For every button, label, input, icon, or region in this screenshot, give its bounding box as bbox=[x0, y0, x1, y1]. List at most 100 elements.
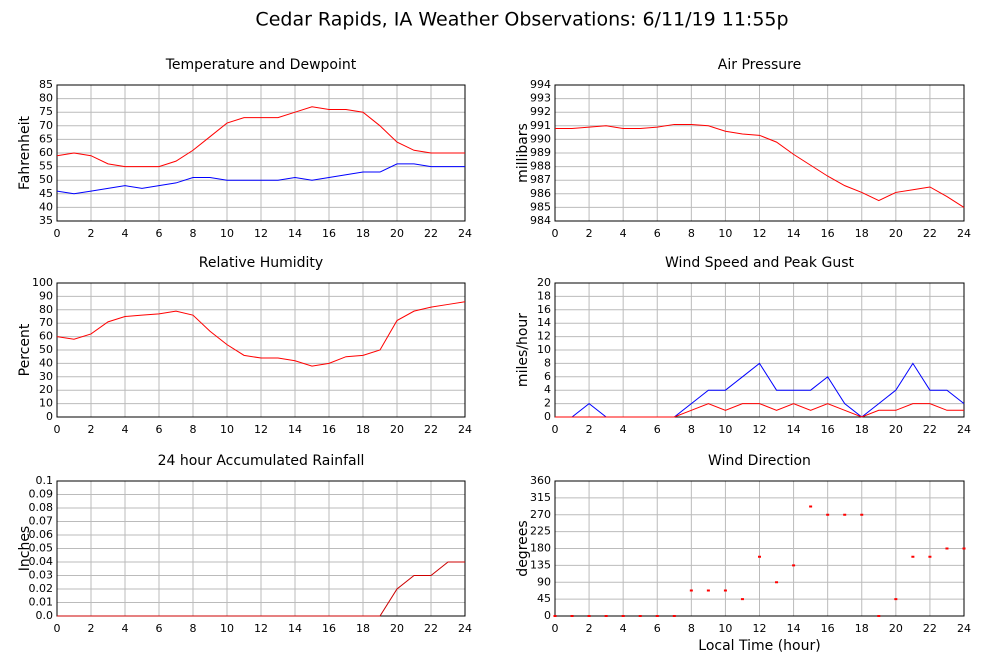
y-tick-label: 100 bbox=[32, 276, 53, 289]
y-tick-label: 0.08 bbox=[29, 501, 54, 514]
data-point bbox=[775, 581, 779, 584]
y-tick-label: 315 bbox=[530, 491, 551, 504]
x-tick-label: 8 bbox=[688, 622, 695, 635]
y-tick-label: 10 bbox=[39, 397, 53, 410]
y-axis-label: millibars bbox=[515, 123, 531, 183]
x-tick-label: 22 bbox=[424, 622, 438, 635]
x-tick-label: 8 bbox=[688, 423, 695, 436]
y-tick-label: 991 bbox=[530, 119, 551, 132]
subchart-title: Relative Humidity bbox=[199, 255, 323, 271]
x-tick-label: 14 bbox=[787, 622, 801, 635]
y-tick-label: 0.09 bbox=[29, 488, 54, 501]
plot-frame bbox=[554, 84, 965, 222]
y-tick-label: 0.01 bbox=[29, 596, 54, 609]
x-tick-label: 18 bbox=[855, 423, 869, 436]
data-point bbox=[758, 555, 761, 558]
y-tick-label: 986 bbox=[530, 187, 551, 200]
plot-frame bbox=[554, 282, 965, 418]
y-tick-label: 0.04 bbox=[29, 555, 54, 568]
data-point bbox=[638, 615, 642, 617]
y-tick-label: 45 bbox=[39, 187, 53, 200]
y-axis-label: Inches bbox=[17, 526, 33, 571]
x-tick-label: 22 bbox=[424, 423, 438, 436]
y-tick-label: 0.02 bbox=[29, 582, 54, 595]
x-tick-label: 16 bbox=[322, 622, 336, 635]
y-tick-label: 60 bbox=[39, 146, 53, 159]
data-point bbox=[945, 547, 949, 550]
y-tick-label: 60 bbox=[39, 330, 53, 343]
y-tick-label: 988 bbox=[530, 160, 551, 173]
y-tick-label: 50 bbox=[39, 343, 53, 356]
x-tick-label: 4 bbox=[620, 622, 627, 635]
y-tick-label: 70 bbox=[39, 316, 53, 329]
y-tick-label: 55 bbox=[39, 160, 53, 173]
y-tick-label: 12 bbox=[537, 330, 551, 343]
x-tick-label: 18 bbox=[356, 622, 370, 635]
x-tick-label: 12 bbox=[254, 622, 268, 635]
x-tick-label: 2 bbox=[88, 622, 95, 635]
x-tick-label: 12 bbox=[753, 423, 767, 436]
y-tick-label: 50 bbox=[39, 173, 53, 186]
x-tick-label: 24 bbox=[957, 622, 971, 635]
x-tick-label: 0 bbox=[552, 227, 559, 240]
x-tick-label: 6 bbox=[654, 423, 661, 436]
data-point bbox=[706, 589, 710, 592]
x-tick-label: 24 bbox=[957, 227, 971, 240]
x-tick-label: 18 bbox=[356, 423, 370, 436]
y-tick-label: 45 bbox=[537, 592, 551, 605]
data-point bbox=[570, 615, 574, 617]
y-tick-label: 20 bbox=[537, 276, 551, 289]
y-tick-label: 994 bbox=[530, 78, 551, 91]
y-tick-label: 40 bbox=[39, 356, 53, 369]
data-point bbox=[962, 547, 966, 550]
y-tick-label: 35 bbox=[39, 214, 53, 227]
data-point bbox=[877, 615, 881, 617]
x-tick-label: 8 bbox=[190, 227, 197, 240]
x-tick-label: 0 bbox=[54, 227, 61, 240]
x-tick-label: 24 bbox=[458, 227, 472, 240]
y-tick-label: 990 bbox=[530, 132, 551, 145]
y-tick-label: 80 bbox=[39, 92, 53, 105]
y-tick-label: 225 bbox=[530, 525, 551, 538]
x-tick-label: 0 bbox=[552, 423, 559, 436]
x-tick-label: 4 bbox=[122, 227, 129, 240]
x-tick-label: 2 bbox=[88, 227, 95, 240]
x-tick-label: 10 bbox=[718, 227, 732, 240]
x-tick-label: 20 bbox=[889, 423, 903, 436]
data-point bbox=[860, 513, 864, 516]
y-tick-label: 4 bbox=[544, 383, 551, 396]
x-axis-label: Local Time (hour) bbox=[698, 638, 820, 654]
x-tick-label: 16 bbox=[821, 622, 835, 635]
data-point bbox=[826, 513, 830, 516]
x-tick-label: 14 bbox=[288, 227, 302, 240]
x-tick-label: 24 bbox=[458, 423, 472, 436]
y-tick-label: 0.06 bbox=[29, 528, 54, 541]
data-line bbox=[555, 403, 964, 418]
y-tick-label: 70 bbox=[39, 119, 53, 132]
x-tick-label: 16 bbox=[821, 423, 835, 436]
data-point bbox=[928, 555, 932, 558]
x-tick-label: 4 bbox=[122, 423, 129, 436]
page-title: Cedar Rapids, IA Weather Observations: 6… bbox=[255, 9, 788, 31]
x-tick-label: 24 bbox=[458, 622, 472, 635]
data-point bbox=[604, 615, 608, 617]
x-tick-label: 8 bbox=[190, 622, 197, 635]
y-axis-label: Fahrenheit bbox=[17, 115, 33, 190]
y-tick-label: 135 bbox=[530, 558, 551, 571]
y-tick-label: 0.03 bbox=[29, 569, 54, 582]
x-tick-label: 16 bbox=[322, 227, 336, 240]
y-tick-label: 65 bbox=[39, 132, 53, 145]
subchart-title: Wind Direction bbox=[708, 453, 811, 469]
y-tick-label: 987 bbox=[530, 173, 551, 186]
y-axis-label: Percent bbox=[17, 323, 33, 376]
x-tick-label: 8 bbox=[190, 423, 197, 436]
data-point bbox=[553, 615, 557, 617]
y-tick-label: 14 bbox=[537, 316, 551, 329]
y-tick-label: 0 bbox=[544, 609, 551, 622]
y-tick-label: 75 bbox=[39, 105, 53, 118]
y-tick-label: 993 bbox=[530, 92, 551, 105]
data-line bbox=[56, 106, 465, 168]
data-point bbox=[655, 615, 659, 617]
y-tick-label: 180 bbox=[530, 542, 551, 555]
